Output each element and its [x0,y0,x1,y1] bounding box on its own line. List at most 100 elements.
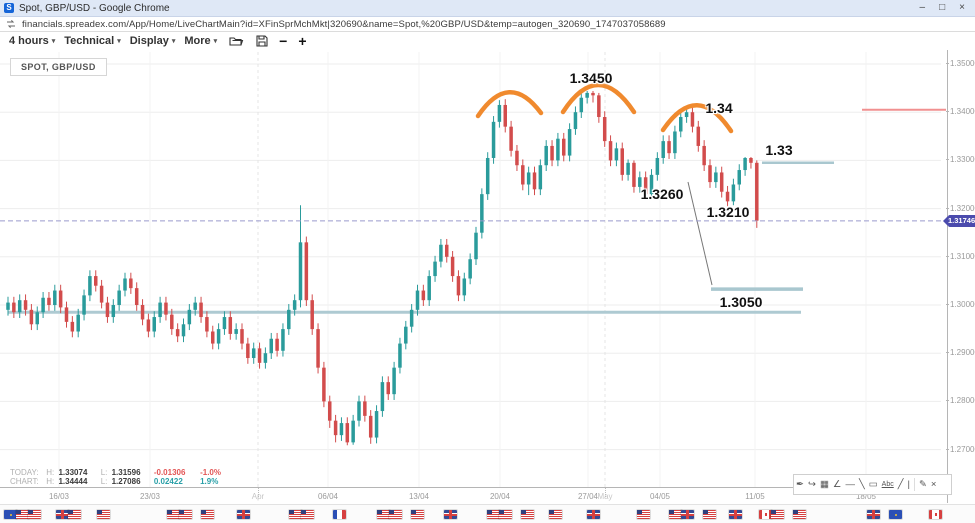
zoom-in-button[interactable]: + [298,33,307,49]
flag-icon-us[interactable] [637,510,650,519]
close-icon[interactable]: × [959,2,965,13]
flag-icon-gb[interactable] [681,510,694,519]
grid-values-icon[interactable]: ▦ [819,479,829,490]
flag-icon-ca[interactable] [929,510,942,519]
candle-body [281,329,285,351]
price-annotation[interactable]: 1.3210 [706,204,750,220]
candle-up [655,152,660,181]
diagonal-line-icon[interactable]: ╱ [897,479,904,490]
tab-switch-icon[interactable] [6,15,16,33]
candle-body [491,121,496,158]
flag-icon-us[interactable] [301,510,314,519]
flag-icon-us[interactable] [167,510,180,519]
chart-panel[interactable]: SPOT, GBP/USD 1.3450 1.34 1.33 1.3260 1.3210… [0,50,952,495]
flag-icon-us[interactable] [97,510,110,519]
page-url[interactable]: financials.spreadex.com/App/Home/LiveCha… [22,18,666,30]
pattern-arc[interactable] [475,90,544,119]
candle-down [47,291,51,311]
timeframe-menu[interactable]: 4 hours ▾ [9,35,55,47]
text-label-icon[interactable]: Abc [881,481,894,488]
price-annotation[interactable]: 1.3450 [569,70,613,86]
flag-icon-us[interactable] [289,510,302,519]
flag-icon-us[interactable] [28,510,41,519]
candle-down [667,135,671,159]
candle-up [579,91,584,118]
candlestick-chart[interactable] [0,50,947,487]
low-label: L: [100,477,108,486]
zoom-out-button[interactable]: − [279,33,288,49]
flag-icon-us[interactable] [521,510,534,519]
restore-icon[interactable]: □ [939,2,946,13]
flag-icon-us[interactable] [669,510,682,519]
candle-up [474,226,478,265]
window-title: Spot, GBP/USD - Google Chrome [19,2,170,14]
vertical-line-icon[interactable]: | [907,479,910,490]
display-menu-label: Display [129,35,169,47]
flag-icon-us[interactable] [201,510,214,519]
price-annotation[interactable]: 1.3260 [640,186,684,202]
flag-icon-us[interactable] [549,510,562,519]
pencil-icon[interactable]: ✎ [918,479,927,490]
y-axis-label: 1.29000 [946,348,975,357]
pattern-arc[interactable] [660,103,734,134]
more-menu[interactable]: More ▾ [184,35,217,47]
flag-icon-us[interactable] [499,510,512,519]
close-toolbar-icon[interactable]: × [930,479,937,490]
flag-icon-us[interactable] [377,510,390,519]
candle-up [626,159,630,181]
price-annotation[interactable]: 1.3050 [719,294,763,310]
pattern-arc[interactable] [560,82,637,115]
candle-body [725,191,730,202]
candle-body [415,290,420,310]
month-boundary-tick [605,488,607,497]
flag-icon-us[interactable] [793,510,806,519]
flag-icon-us[interactable] [68,510,81,519]
flag-icon-us[interactable] [16,510,29,519]
flag-icon-gb[interactable] [444,510,457,519]
flag-icon-gb[interactable] [587,510,600,519]
flag-icon-us[interactable] [179,510,192,519]
chart-high-value: 1.34444 [58,477,88,486]
flag-icon-us[interactable] [703,510,716,519]
display-menu[interactable]: Display ▾ [130,35,176,47]
segment-line-icon[interactable]: ╲ [858,479,865,490]
flag-icon-eu[interactable] [889,510,902,519]
flag-icon-us[interactable] [487,510,500,519]
horizontal-line-icon[interactable]: — [845,479,855,490]
candle-up [292,294,297,316]
time-axis[interactable]: 16/03 23/03 Apr 06/04 13/04 20/04 27/04 May 04/0… [0,487,947,504]
flag-icon-gb[interactable] [237,510,250,519]
chart-change-pct: 1.9% [200,477,219,486]
rectangle-icon[interactable]: ▭ [868,479,878,490]
candle-body [175,329,180,337]
candle-body [304,242,309,301]
flag-icon-us[interactable] [389,510,402,519]
window-title-bar: S Spot, GBP/USD - Google Chrome – □ × [0,0,975,17]
candle-body [99,285,104,303]
flag-icon-eu[interactable] [4,510,17,519]
url-bar[interactable]: financials.spreadex.com/App/Home/LiveCha… [0,17,975,32]
minimize-icon[interactable]: – [919,2,926,13]
price-annotation[interactable]: 1.34 [705,100,733,116]
flag-icon-ca[interactable] [759,510,772,519]
flag-icon-us[interactable] [411,510,424,519]
candle-up [409,304,414,333]
candle-body [287,309,291,330]
flag-icon-fr[interactable] [333,510,346,519]
pen-cursor-icon[interactable]: ✒ [796,479,804,490]
elbow-connector-icon[interactable]: ↪ [807,479,816,490]
save-icon[interactable] [256,35,268,47]
price-annotation[interactable]: 1.33 [765,142,793,158]
candle-up [649,169,654,200]
flag-icon-gb[interactable] [56,510,69,519]
projection-line[interactable] [687,181,713,286]
candle-body [526,172,531,185]
open-folder-icon[interactable] [229,35,244,47]
technical-menu[interactable]: Technical ▾ [64,35,120,47]
price-axis[interactable]: 1.317465 1.35000 1.34000 1.33000 1.32000 1.3… [943,50,975,503]
candle-body [731,184,736,202]
flag-icon-us[interactable] [771,510,784,519]
angle-trend-icon[interactable]: ∠ [832,479,842,490]
flag-icon-gb[interactable] [729,510,742,519]
flag-icon-gb[interactable] [867,510,880,519]
